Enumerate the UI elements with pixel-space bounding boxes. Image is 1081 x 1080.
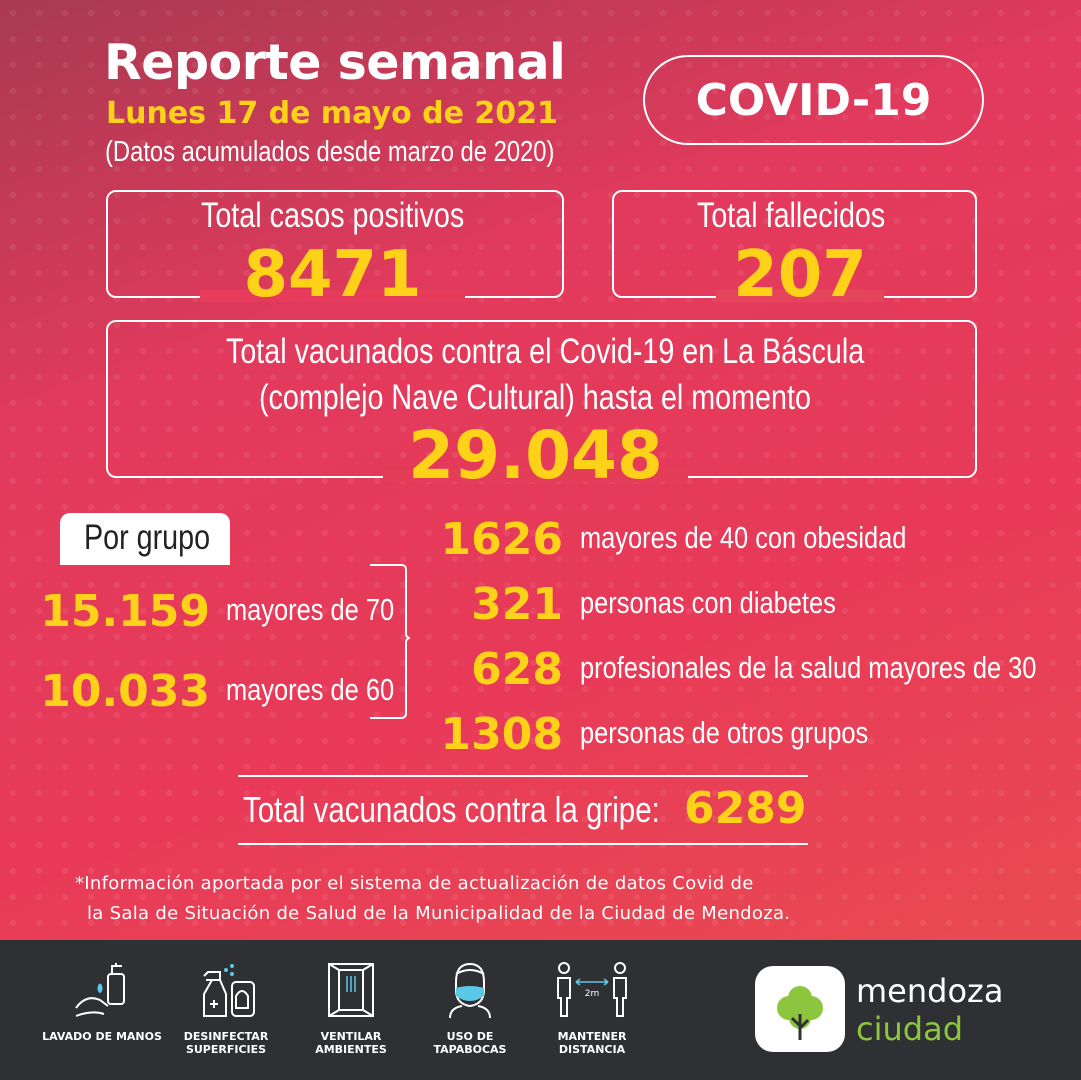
group-left-value-2: 10.033	[40, 666, 210, 717]
group-left-value-1: 15.159	[40, 586, 210, 637]
group-tag-label: Por grupo	[84, 518, 211, 557]
cases-box-gap	[200, 290, 465, 302]
covid-badge: COVID-19	[643, 55, 984, 145]
flu-value: 6289	[684, 783, 807, 834]
vaccinated-label-line2: (complejo Nave Cultural) hasta el moment…	[259, 378, 811, 417]
footer-label-5: MANTENER DISTANCIA	[557, 1030, 627, 1056]
face-mask-icon	[449, 962, 491, 1019]
group-left-label-2: mayores de 60	[226, 672, 395, 707]
group-left-label-1: mayores de 70	[226, 592, 395, 627]
flu-divider-bottom	[238, 843, 808, 845]
group-right-value-2: 321	[471, 579, 563, 630]
flu-divider-top	[238, 775, 808, 777]
distance-icon-label: 2m	[585, 989, 600, 999]
group-right-value-4: 1308	[440, 709, 563, 760]
footer-label-2: DESINFECTAR SUPERFICIES	[183, 1030, 269, 1056]
deaths-value: 207	[733, 238, 867, 312]
group-right-label-3: profesionales de la salud mayores de 30	[580, 650, 1037, 685]
cases-value: 8471	[243, 238, 422, 312]
mendoza-logo	[755, 966, 845, 1052]
window-icon	[328, 963, 374, 1017]
covid-badge-label: COVID-19	[695, 74, 932, 126]
footer-label-3: VENTILAR AMBIENTES	[315, 1030, 387, 1056]
group-right-value-1: 1626	[440, 514, 563, 565]
disinfect-spray-icon	[203, 964, 255, 1017]
vaccinated-box-gap	[383, 470, 688, 482]
report-note: (Datos acumulados desde marzo de 2020)	[105, 136, 555, 168]
group-right-value-3: 628	[471, 644, 563, 695]
brand-name-line1: mendoza	[856, 972, 1004, 1010]
vaccinated-label-line1: Total vacunados contra el Covid-19 en La…	[226, 332, 865, 371]
footer-label-4: USO DE TAPABOCAS	[433, 1030, 507, 1056]
group-bracket	[370, 564, 411, 719]
disclaimer-line2: la Sala de Situación de Salud de la Muni…	[87, 903, 791, 924]
hand-wash-icon	[75, 963, 125, 1017]
distance-icon: 2m	[557, 962, 627, 1017]
group-right-label-2: personas con diabetes	[580, 585, 836, 620]
brand-name-line2: ciudad	[856, 1010, 963, 1048]
footer-label-1: LAVADO DE MANOS	[42, 1030, 162, 1043]
cases-label: Total casos positivos	[201, 196, 465, 235]
group-tag	[60, 513, 230, 565]
flu-label: Total vacunados contra la gripe:	[243, 789, 660, 830]
footer-bar	[0, 940, 1081, 1080]
disclaimer-line1: *Información aportada por el sistema de …	[75, 873, 754, 894]
group-right-label-4: personas de otros grupos	[580, 715, 869, 750]
report-date: Lunes 17 de mayo de 2021	[106, 96, 558, 131]
group-right-label-1: mayores de 40 con obesidad	[580, 520, 907, 555]
vaccinated-value: 29.048	[408, 417, 663, 494]
deaths-label: Total fallecidos	[697, 196, 886, 235]
deaths-box-gap	[716, 290, 884, 302]
mendoza-logo-mark	[777, 986, 823, 1040]
report-title: Reporte semanal	[104, 34, 566, 91]
